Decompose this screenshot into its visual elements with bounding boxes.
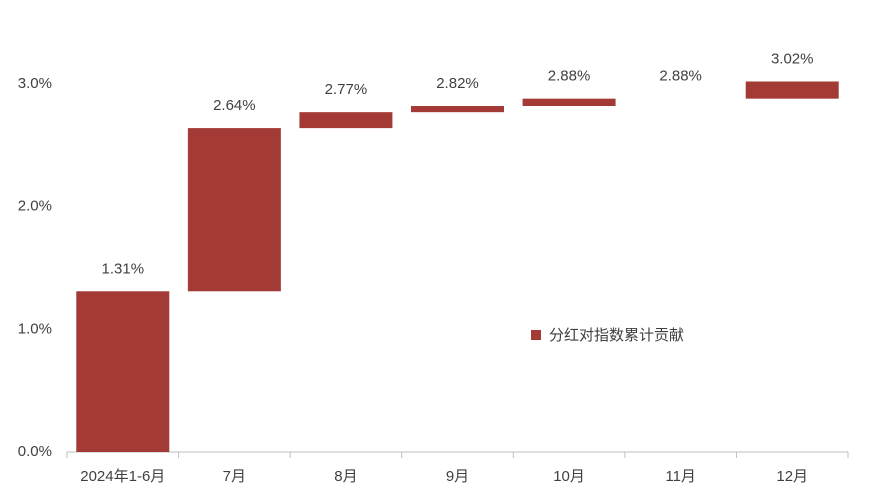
legend-label: 分红对指数累计贡献 (549, 327, 684, 344)
bar (76, 291, 170, 452)
bar (187, 128, 281, 292)
x-tick-label: 7月 (223, 468, 246, 485)
y-tick-label: 0.0% (18, 443, 52, 460)
x-tick-label: 11月 (665, 468, 696, 485)
bar (411, 106, 504, 113)
bar (522, 98, 616, 107)
x-tick-label: 8月 (334, 468, 357, 485)
bar (745, 81, 839, 99)
data-label: 2.82% (436, 75, 479, 92)
data-label: 2.88% (659, 68, 702, 85)
x-tick-label: 2024年1-6月 (80, 468, 165, 485)
x-tick-label: 9月 (446, 468, 469, 485)
data-label: 1.31% (102, 260, 145, 277)
y-tick-label: 2.0% (18, 198, 52, 215)
bar (299, 112, 393, 129)
y-tick-label: 1.0% (18, 320, 52, 337)
legend-swatch (531, 330, 541, 340)
x-tick-label: 12月 (776, 468, 808, 485)
y-tick-label: 3.0% (18, 75, 52, 92)
data-label: 2.88% (548, 68, 591, 85)
data-label: 2.77% (325, 81, 368, 98)
data-label: 2.64% (213, 97, 256, 114)
x-tick-label: 10月 (553, 468, 585, 485)
data-label: 3.02% (771, 50, 814, 67)
